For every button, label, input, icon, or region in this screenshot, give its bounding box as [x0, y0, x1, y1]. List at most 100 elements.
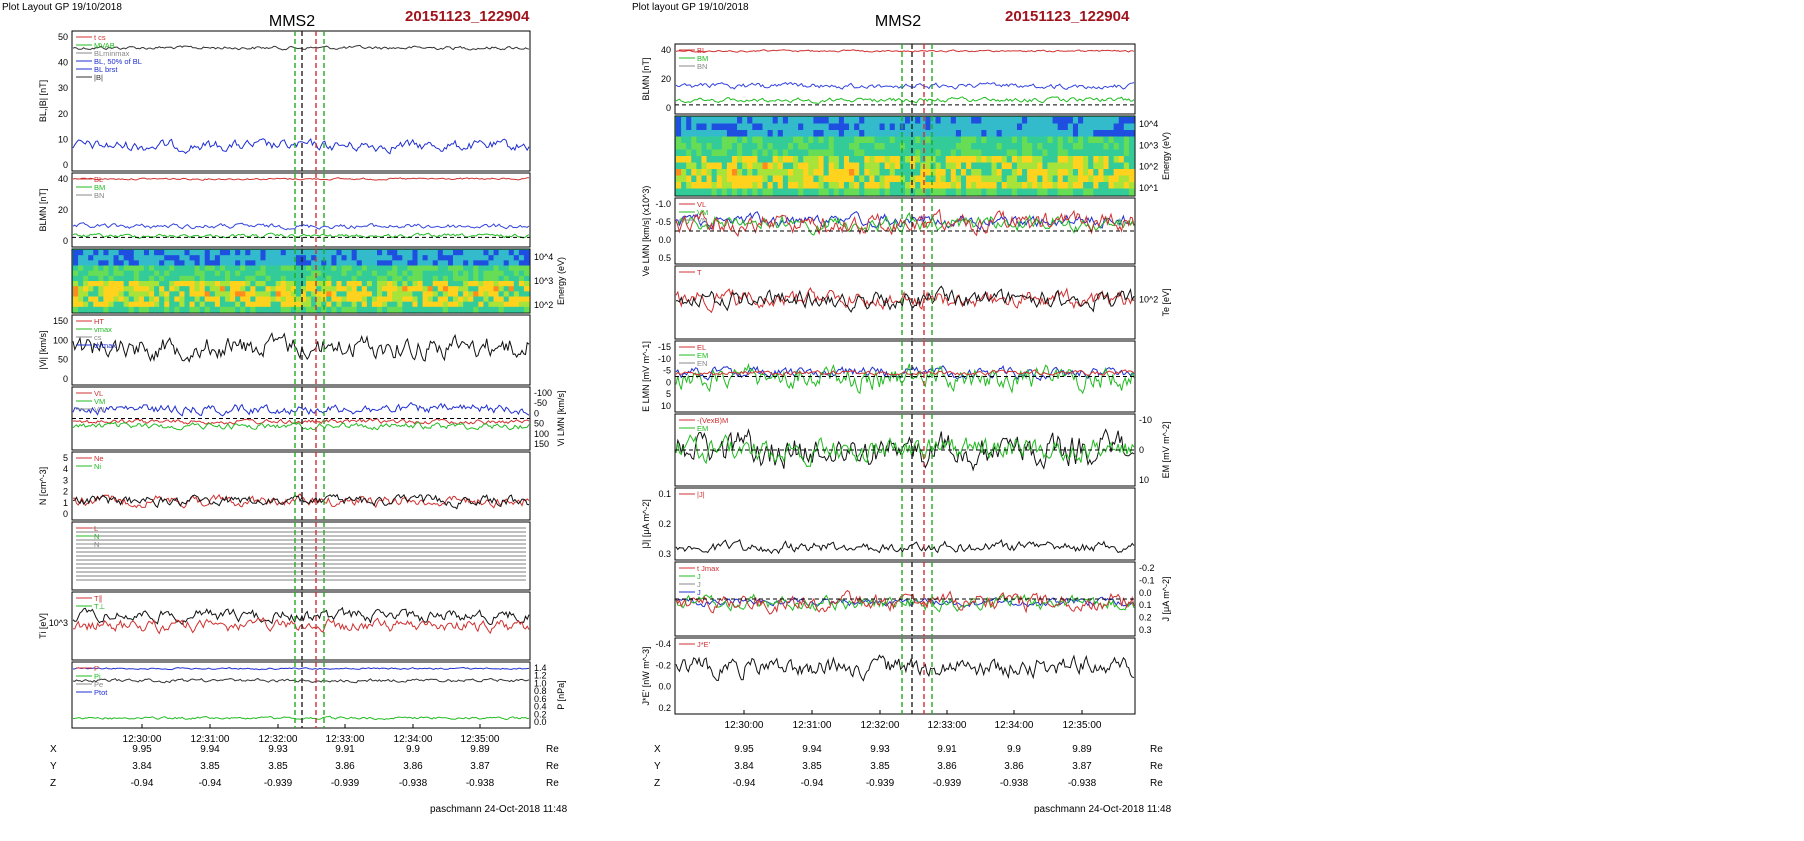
- spectrogram-cell: [889, 143, 896, 151]
- spectrogram-cell: [518, 291, 525, 298]
- spectrogram-cell: [290, 281, 297, 287]
- spectrogram-cell: [407, 296, 414, 303]
- spectrogram-cell: [869, 188, 876, 196]
- spectrogram-cell: [828, 149, 835, 157]
- spectrogram-cell: [1042, 123, 1049, 131]
- coord-value: -0.939: [331, 778, 360, 789]
- spectrogram-cell: [1067, 130, 1074, 138]
- spectrogram-cell: [915, 156, 921, 164]
- spectrogram-cell: [93, 306, 99, 313]
- spectrogram-cell: [696, 175, 703, 183]
- spectrogram-cell: [737, 123, 743, 131]
- spectrogram-cell: [316, 250, 322, 256]
- spectrogram-cell: [971, 182, 977, 190]
- y-tick-label: 3: [63, 475, 68, 485]
- spectrogram-cell: [169, 301, 175, 308]
- spectrogram-cell: [1001, 130, 1008, 138]
- y-tick-label: 50: [58, 355, 68, 365]
- spectrogram-cell: [843, 156, 850, 164]
- spectrogram-cell: [681, 156, 687, 164]
- spectrogram-cell: [818, 156, 825, 164]
- spectrogram-cell: [225, 296, 231, 303]
- spectrogram-cell: [1057, 123, 1064, 131]
- spectrogram-cell: [442, 270, 449, 277]
- spectrogram-cell: [98, 286, 104, 292]
- spectrogram-cell: [341, 301, 348, 308]
- spectrogram-cell: [209, 281, 216, 287]
- spectrogram-cell: [726, 182, 733, 190]
- spectrogram-cell: [149, 265, 155, 272]
- spectrogram-cell: [316, 275, 322, 282]
- spectrogram-cell: [422, 250, 429, 256]
- coord-value: 3.87: [1072, 761, 1092, 772]
- y-tick-label: 0: [666, 377, 671, 387]
- spectrogram-cell: [214, 291, 221, 298]
- spectrogram-cell: [270, 291, 277, 298]
- spectrogram-cell: [422, 270, 429, 277]
- spectrogram-cell: [513, 255, 520, 261]
- spectrogram-cell: [503, 296, 510, 303]
- y-axis-label: Energy (eV): [1161, 132, 1171, 180]
- spectrogram-cell: [133, 270, 140, 277]
- spectrogram-cell: [356, 306, 363, 313]
- spectrogram-cell: [179, 286, 186, 292]
- spectrogram-cell: [164, 301, 170, 308]
- y-tick-label: 100: [534, 429, 549, 439]
- spectrogram-cell: [731, 156, 738, 164]
- spectrogram-cell: [945, 143, 952, 151]
- spectrogram-cell: [417, 281, 424, 287]
- spectrogram-cell: [149, 281, 155, 287]
- spectrogram-cell: [113, 265, 120, 272]
- spectrogram-cell: [869, 136, 876, 144]
- spectrogram-cell: [270, 281, 277, 287]
- spectrogram-cell: [123, 306, 130, 313]
- spectrogram-cell: [427, 250, 434, 256]
- spectrogram-cell: [275, 301, 282, 308]
- spectrogram-cell: [225, 281, 231, 287]
- spectrogram-cell: [920, 169, 926, 177]
- spectrogram-cell: [427, 286, 434, 292]
- legend-label: J: [697, 572, 701, 581]
- spectrogram-cell: [331, 291, 338, 298]
- y-axis-label: Vi LMN [km/s]: [556, 391, 566, 447]
- spectrogram-cell: [123, 291, 130, 298]
- spectrogram-cell: [230, 281, 236, 287]
- spectrogram-cell: [1011, 117, 1018, 125]
- spectrogram-cell: [458, 306, 464, 313]
- spectrogram-cell: [920, 117, 926, 125]
- spectrogram-cell: [123, 260, 130, 267]
- spectrogram-cell: [996, 117, 1003, 125]
- legend-label: J: [697, 580, 701, 589]
- coord-value: -0.938: [1000, 778, 1029, 789]
- spectrogram-cell: [879, 143, 886, 151]
- spectrogram-cell: [864, 123, 870, 131]
- spectrogram-cell: [402, 250, 408, 256]
- spectrogram-cell: [721, 162, 728, 170]
- spectrogram-cell: [331, 270, 338, 277]
- spectrogram-cell: [950, 156, 957, 164]
- spectrogram-cell: [981, 149, 988, 157]
- spectrogram-cell: [1123, 188, 1130, 196]
- spectrogram-cell: [285, 286, 292, 292]
- spectrogram-cell: [422, 296, 429, 303]
- spectrogram-cell: [955, 156, 962, 164]
- spectrogram-cell: [432, 265, 439, 272]
- spectrogram-cell: [73, 286, 79, 292]
- spectrogram-cell: [346, 306, 353, 313]
- spectrogram-cell: [341, 260, 348, 267]
- spectrogram-cell: [706, 130, 713, 138]
- spectrogram-cell: [676, 169, 682, 177]
- coord-value: 3.85: [200, 761, 220, 772]
- spectrogram-cell: [1118, 143, 1125, 151]
- spectrogram-cell: [295, 306, 302, 313]
- spectrogram-cell: [88, 306, 94, 313]
- spectrogram-cell: [523, 281, 530, 287]
- spectrogram-cell: [255, 270, 262, 277]
- coord-value: 9.89: [470, 744, 490, 755]
- spectrogram-cell: [311, 291, 317, 298]
- spectrogram-cell: [798, 156, 804, 164]
- spectrogram-cell: [417, 306, 424, 313]
- spectrogram-cell: [351, 255, 358, 261]
- legend-label: BL, 50% of BL: [94, 57, 142, 66]
- spectrogram-cell: [209, 306, 216, 313]
